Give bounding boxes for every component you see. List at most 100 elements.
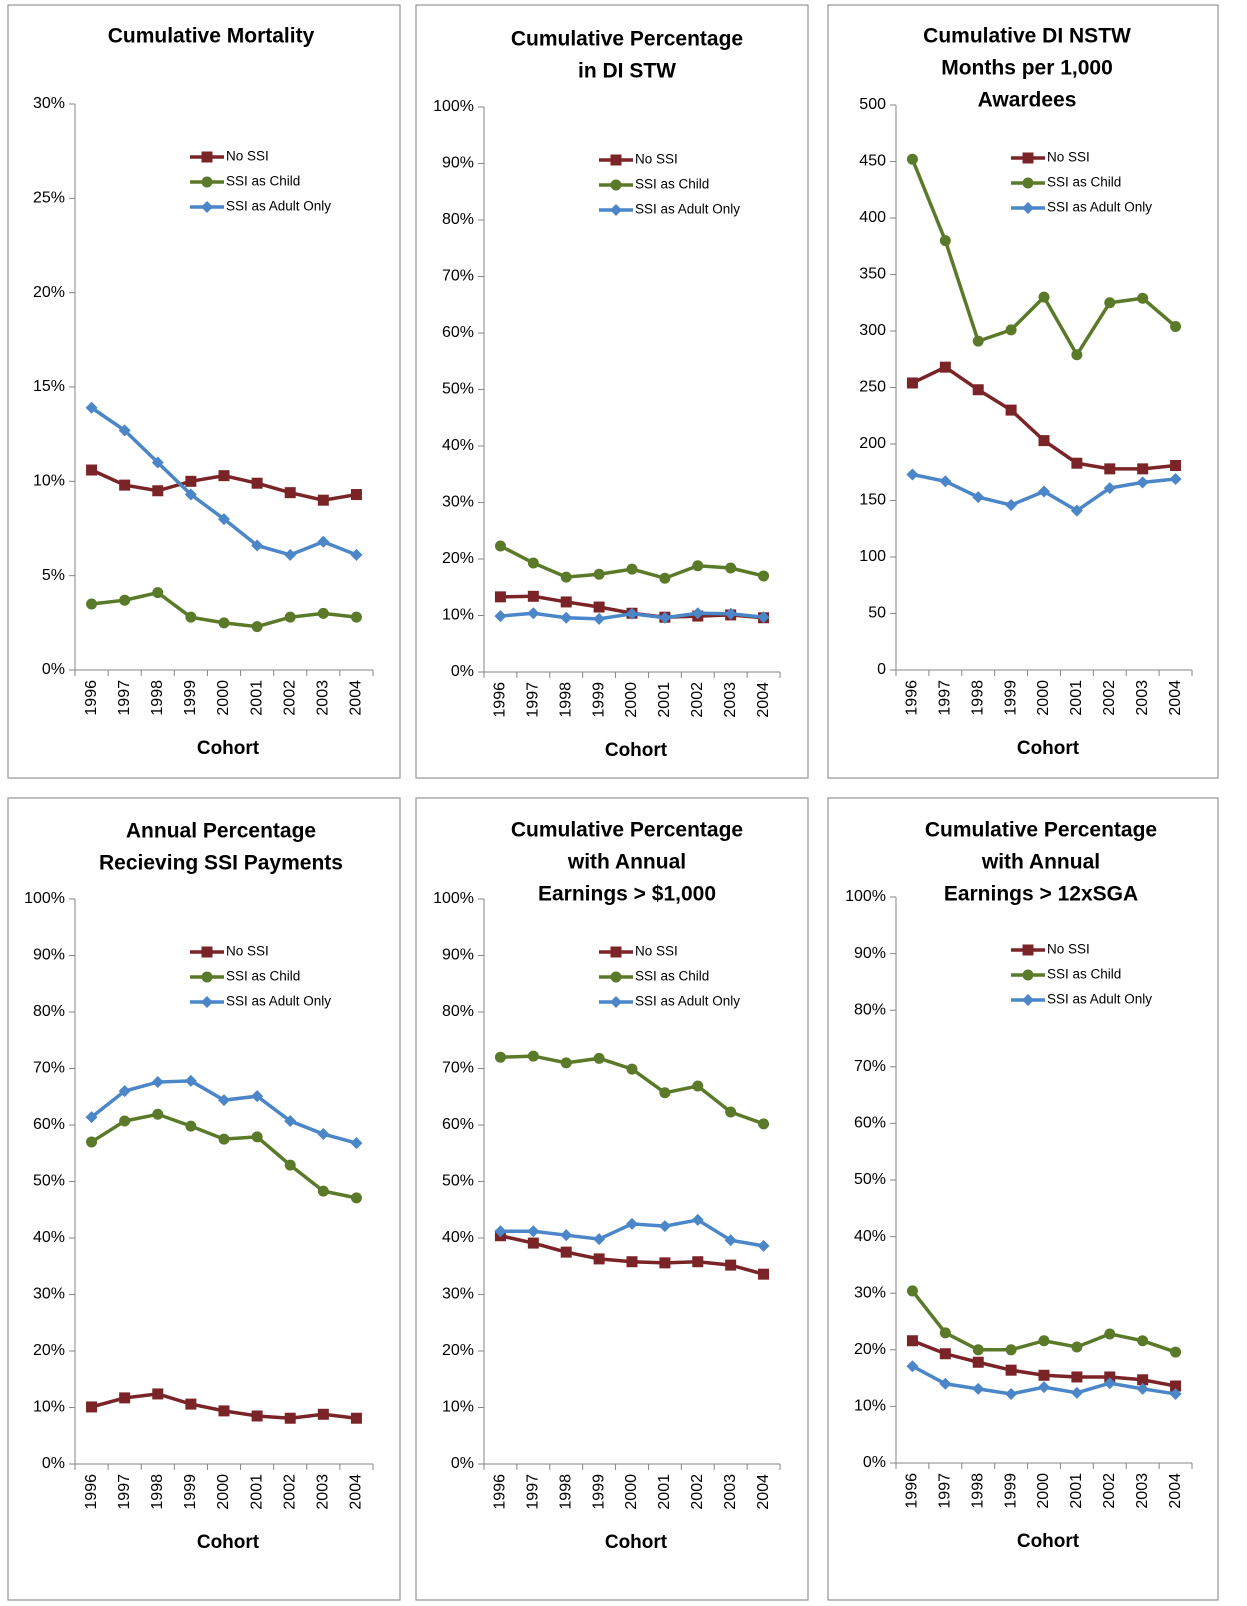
x-tick-label: 2001 [1068,1473,1085,1509]
x-tick-label: 1999 [590,1474,607,1510]
x-tick-label: 1997 [525,682,542,718]
chart-title: with Annual [981,851,1100,874]
legend-label: SSI as Child [226,969,300,984]
marker [284,611,296,623]
x-tick-label: 2000 [215,680,232,716]
panel-border [7,797,401,1601]
marker [527,1237,539,1249]
x-tick-label: 2000 [623,682,640,718]
marker [906,468,919,481]
marker [494,1051,506,1063]
y-tick-label: 200 [859,435,886,452]
marker [906,1285,918,1297]
x-axis-label: Cohort [1017,738,1080,759]
marker [906,377,918,389]
marker [1038,435,1050,447]
y-tick-label: 80% [442,211,474,228]
marker [691,607,704,620]
legend-label: No SSI [635,944,678,959]
marker [1136,476,1149,489]
x-tick-label: 1996 [492,1474,509,1510]
x-tick-label: 1998 [969,1473,986,1509]
marker [1070,1386,1083,1399]
x-tick-label: 2000 [1035,1473,1052,1509]
legend-label: SSI as Adult Only [1047,992,1152,1007]
marker [692,1080,704,1092]
marker [152,587,164,599]
x-tick-label: 1999 [590,682,607,718]
marker [626,1063,638,1075]
marker [151,456,164,469]
chart-title: Earnings > $1,000 [538,883,716,906]
y-tick-label: 10% [33,473,65,490]
series-line [90,406,358,557]
legend-marker [201,176,213,188]
x-tick-label: 2000 [623,1474,640,1510]
marker [972,335,984,347]
marker [626,1256,638,1268]
x-tick-label: 2001 [656,1474,673,1510]
legend-marker [610,946,622,958]
marker [218,1405,230,1417]
marker [724,1234,737,1247]
marker [317,1128,330,1141]
marker [317,535,330,548]
x-tick-label: 1996 [904,1473,921,1509]
marker [119,594,131,606]
marker [218,470,230,482]
chart-title: Recieving SSI Payments [99,852,343,875]
y-tick-label: 60% [442,324,474,341]
marker [593,568,605,580]
legend-marker [1022,152,1034,164]
legend-label: SSI as Adult Only [226,994,331,1009]
y-tick-label: 150 [859,492,886,509]
marker [119,1115,131,1127]
y-tick-label: 90% [442,947,474,964]
marker [725,562,737,574]
marker [151,1076,164,1089]
legend-marker [610,971,622,983]
y-tick-label: 0% [451,1455,474,1472]
x-tick-label: 1998 [149,680,166,716]
marker [626,1217,638,1230]
marker [1103,1377,1116,1390]
marker [560,596,572,608]
x-tick-label: 2004 [348,1474,365,1510]
marker [939,1348,951,1360]
marker [119,479,131,491]
legend-label: SSI as Adult Only [226,199,331,214]
x-tick-label: 1999 [182,1474,199,1510]
marker [185,1120,197,1132]
legend-label: SSI as Child [1047,175,1121,190]
x-tick-label: 1996 [904,680,921,716]
marker [184,488,197,501]
x-tick-label: 2002 [1101,1473,1118,1509]
y-tick-label: 50% [33,1173,65,1190]
marker [527,607,540,620]
y-tick-label: 90% [854,945,886,962]
chart-title: with Annual [567,851,686,874]
chart-title: Earnings > 12xSGA [944,883,1138,906]
y-tick-label: 300 [859,322,886,339]
x-tick-label: 2003 [1134,680,1151,716]
y-tick-label: 80% [854,1001,886,1018]
y-tick-label: 20% [33,284,65,301]
marker [527,1050,539,1062]
panel-border [415,4,809,779]
marker [284,1115,297,1128]
marker [118,1085,131,1098]
legend-label: No SSI [226,149,269,164]
chart-title: Cumulative Percentage [925,819,1157,842]
legend-marker [610,996,622,1008]
marker [118,424,131,437]
marker [1071,1341,1083,1353]
marker [1070,504,1083,517]
x-tick-label: 1996 [83,680,100,716]
chart-title: Cumulative Mortality [108,25,315,48]
legend-label: No SSI [1047,150,1090,165]
legend-marker [1022,969,1034,981]
y-tick-label: 100% [433,890,474,907]
marker [1005,499,1018,512]
marker [906,1360,919,1373]
y-tick-label: 10% [442,1399,474,1416]
